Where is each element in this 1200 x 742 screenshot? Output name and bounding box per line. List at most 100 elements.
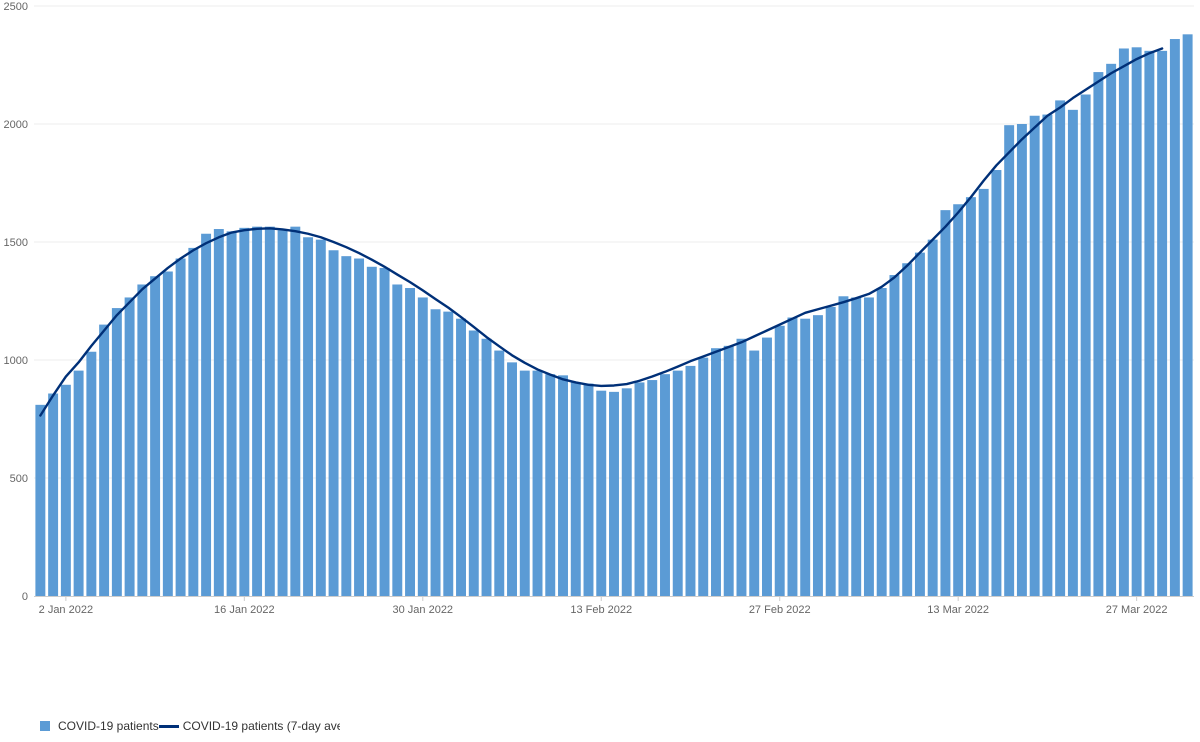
legend-label-bars: COVID-19 patients xyxy=(58,719,159,733)
bar[interactable] xyxy=(303,237,314,596)
bar[interactable] xyxy=(1042,114,1053,596)
legend-item-bars[interactable]: COVID-19 patients xyxy=(40,719,159,733)
bar[interactable] xyxy=(328,250,339,596)
bar[interactable] xyxy=(812,315,823,596)
bar[interactable] xyxy=(1029,115,1040,597)
bar[interactable] xyxy=(634,382,645,596)
bar[interactable] xyxy=(417,297,428,596)
bar[interactable] xyxy=(494,350,505,596)
legend-item-line[interactable]: COVID-19 patients (7-day average) xyxy=(158,719,340,733)
bar[interactable] xyxy=(1157,50,1168,596)
bar[interactable] xyxy=(914,252,925,596)
bar[interactable] xyxy=(1144,50,1155,596)
bar[interactable] xyxy=(711,348,721,596)
bar[interactable] xyxy=(609,391,619,596)
bar[interactable] xyxy=(902,263,913,596)
bar[interactable] xyxy=(800,318,811,596)
bar[interactable] xyxy=(264,226,275,596)
bar[interactable] xyxy=(953,204,964,597)
bar[interactable] xyxy=(60,384,71,596)
bar[interactable] xyxy=(660,374,670,596)
bar[interactable] xyxy=(175,258,186,596)
bar[interactable] xyxy=(443,311,454,596)
bar[interactable] xyxy=(532,370,543,596)
bar[interactable] xyxy=(774,325,785,596)
bar[interactable] xyxy=(379,267,390,596)
bar[interactable] xyxy=(1093,72,1104,596)
y-tick-label: 2500 xyxy=(4,1,28,13)
bar[interactable] xyxy=(1080,94,1091,597)
bar[interactable] xyxy=(405,288,416,596)
bar[interactable] xyxy=(570,382,581,596)
bar[interactable] xyxy=(762,337,772,596)
bar[interactable] xyxy=(596,390,607,596)
bar[interactable] xyxy=(698,357,709,596)
bar[interactable] xyxy=(354,258,365,596)
bar[interactable] xyxy=(1131,47,1142,597)
bar[interactable] xyxy=(723,345,734,596)
bar[interactable] xyxy=(787,317,798,596)
bar[interactable] xyxy=(1182,34,1193,596)
bar[interactable] xyxy=(73,370,84,596)
bar[interactable] xyxy=(392,284,403,596)
bar[interactable] xyxy=(672,370,683,596)
bar[interactable] xyxy=(111,308,122,596)
bar[interactable] xyxy=(366,266,377,596)
bar[interactable] xyxy=(290,226,301,596)
bar[interactable] xyxy=(150,276,161,596)
bar[interactable] xyxy=(1004,125,1015,597)
bar[interactable] xyxy=(188,247,199,596)
bar[interactable] xyxy=(685,365,696,596)
bar[interactable] xyxy=(226,231,237,596)
bar[interactable] xyxy=(1106,63,1117,596)
bar[interactable] xyxy=(851,297,862,596)
bar[interactable] xyxy=(456,318,466,596)
bar[interactable] xyxy=(876,288,887,596)
bar[interactable] xyxy=(1016,124,1027,596)
chart-bars xyxy=(35,34,1193,597)
bar[interactable] xyxy=(889,275,900,596)
bar[interactable] xyxy=(583,383,594,596)
bar[interactable] xyxy=(48,393,59,596)
bar[interactable] xyxy=(315,239,326,596)
bar[interactable] xyxy=(481,338,492,596)
bar[interactable] xyxy=(162,271,173,597)
bar[interactable] xyxy=(838,296,849,596)
x-tick-label: 30 Jan 2022 xyxy=(393,604,454,616)
bar[interactable] xyxy=(341,256,352,596)
x-tick-label: 16 Jan 2022 xyxy=(214,604,275,616)
bar[interactable] xyxy=(647,380,658,596)
bar[interactable] xyxy=(1118,48,1129,597)
bar[interactable] xyxy=(213,229,224,596)
bar[interactable] xyxy=(519,370,530,596)
bar[interactable] xyxy=(621,388,632,596)
bar[interactable] xyxy=(736,338,747,596)
bar[interactable] xyxy=(277,230,288,596)
y-tick-label: 1000 xyxy=(4,355,28,367)
bar[interactable] xyxy=(507,362,517,596)
bar[interactable] xyxy=(978,188,989,596)
bar[interactable] xyxy=(940,210,951,596)
bar[interactable] xyxy=(239,227,250,596)
bar[interactable] xyxy=(99,324,110,596)
bar[interactable] xyxy=(137,284,148,596)
bar[interactable] xyxy=(35,404,46,596)
bar[interactable] xyxy=(863,297,874,596)
bar[interactable] xyxy=(1055,100,1066,597)
bar[interactable] xyxy=(991,170,1002,596)
bar[interactable] xyxy=(468,330,479,597)
bar[interactable] xyxy=(201,233,212,597)
bar[interactable] xyxy=(558,375,568,596)
bar[interactable] xyxy=(825,306,836,596)
bar[interactable] xyxy=(1169,39,1180,597)
bar[interactable] xyxy=(927,239,938,596)
legend: COVID-19 patients COVID-19 patients (7-d… xyxy=(40,716,340,736)
bar[interactable] xyxy=(1067,109,1078,596)
bar[interactable] xyxy=(252,226,263,596)
bar[interactable] xyxy=(545,374,556,596)
bar[interactable] xyxy=(124,297,135,596)
bar[interactable] xyxy=(749,350,760,596)
bar[interactable] xyxy=(86,351,97,596)
bar[interactable] xyxy=(430,309,441,596)
bar[interactable] xyxy=(965,197,976,596)
